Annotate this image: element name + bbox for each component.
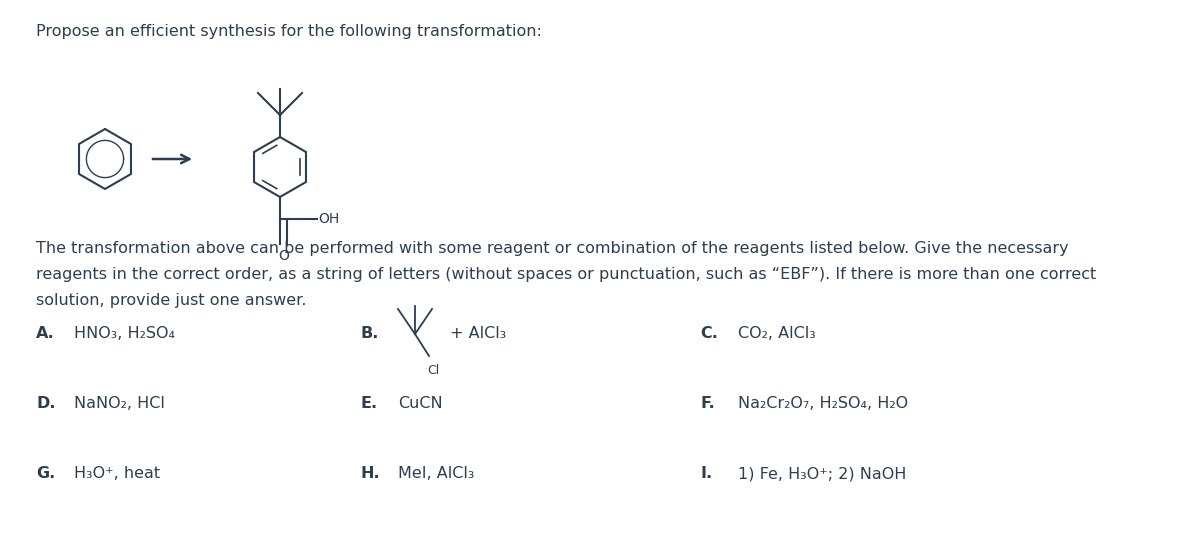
- Text: The transformation above can be performed with some reagent or combination of th: The transformation above can be performe…: [36, 241, 1069, 256]
- Text: C.: C.: [700, 327, 718, 342]
- Text: 1) Fe, H₃O⁺; 2) NaOH: 1) Fe, H₃O⁺; 2) NaOH: [738, 466, 906, 481]
- Text: CO₂, AlCl₃: CO₂, AlCl₃: [738, 327, 816, 342]
- Text: HNO₃, H₂SO₄: HNO₃, H₂SO₄: [74, 327, 175, 342]
- Text: Cl: Cl: [427, 364, 439, 377]
- Text: Na₂Cr₂O₇, H₂SO₄, H₂O: Na₂Cr₂O₇, H₂SO₄, H₂O: [738, 397, 908, 411]
- Text: solution, provide just one answer.: solution, provide just one answer.: [36, 293, 306, 308]
- Text: CuCN: CuCN: [398, 397, 443, 411]
- Text: E.: E.: [360, 397, 377, 411]
- Text: OH: OH: [318, 212, 340, 226]
- Text: G.: G.: [36, 466, 55, 481]
- Text: + AlCl₃: + AlCl₃: [450, 327, 506, 342]
- Text: MeI, AlCl₃: MeI, AlCl₃: [398, 466, 474, 481]
- Text: H₃O⁺, heat: H₃O⁺, heat: [74, 466, 160, 481]
- Text: D.: D.: [36, 397, 55, 411]
- Text: B.: B.: [360, 327, 378, 342]
- Text: H.: H.: [360, 466, 379, 481]
- Text: F.: F.: [700, 397, 715, 411]
- Text: NaNO₂, HCl: NaNO₂, HCl: [74, 397, 164, 411]
- Text: reagents in the correct order, as a string of letters (without spaces or punctua: reagents in the correct order, as a stri…: [36, 267, 1097, 282]
- Text: I.: I.: [700, 466, 712, 481]
- Text: Propose an efficient synthesis for the following transformation:: Propose an efficient synthesis for the f…: [36, 24, 542, 39]
- Text: A.: A.: [36, 327, 55, 342]
- Text: O: O: [278, 249, 289, 263]
